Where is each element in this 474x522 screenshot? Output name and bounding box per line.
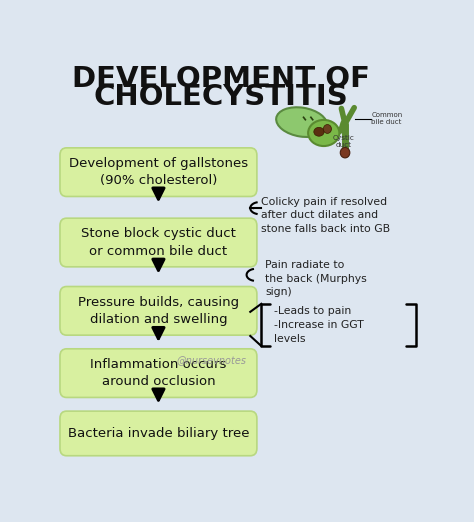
Text: CHOLECYSTITIS: CHOLECYSTITIS xyxy=(93,83,348,111)
FancyBboxPatch shape xyxy=(60,218,257,267)
Text: Pain radiate to
the back (Murphys
sign): Pain radiate to the back (Murphys sign) xyxy=(265,260,367,298)
Text: @nursevnotes: @nursevnotes xyxy=(177,356,246,366)
Text: DEVELOPMENT OF: DEVELOPMENT OF xyxy=(72,65,370,93)
Text: Pressure builds, causing
dilation and swelling: Pressure builds, causing dilation and sw… xyxy=(78,295,239,326)
Text: Stone block cystic duct
or common bile duct: Stone block cystic duct or common bile d… xyxy=(81,227,236,258)
Text: Cystic
duct: Cystic duct xyxy=(332,135,354,148)
Text: Colicky pain if resolved
after duct dilates and
stone falls back into GB: Colicky pain if resolved after duct dila… xyxy=(261,197,391,234)
Circle shape xyxy=(323,125,331,134)
Text: Inflammation occurs
around occlusion: Inflammation occurs around occlusion xyxy=(90,358,227,388)
FancyBboxPatch shape xyxy=(60,349,257,397)
FancyBboxPatch shape xyxy=(60,148,257,196)
Text: -Leads to pain
-Increase in GGT
levels: -Leads to pain -Increase in GGT levels xyxy=(274,306,364,343)
Ellipse shape xyxy=(308,120,339,146)
Text: Bacteria invade biliary tree: Bacteria invade biliary tree xyxy=(68,427,249,440)
Text: Common
bile duct: Common bile duct xyxy=(372,112,403,125)
Ellipse shape xyxy=(314,127,324,136)
FancyBboxPatch shape xyxy=(60,287,257,335)
FancyBboxPatch shape xyxy=(60,411,257,456)
Text: Development of gallstones
(90% cholesterol): Development of gallstones (90% cholester… xyxy=(69,157,248,187)
Circle shape xyxy=(340,147,350,158)
Ellipse shape xyxy=(276,108,327,137)
